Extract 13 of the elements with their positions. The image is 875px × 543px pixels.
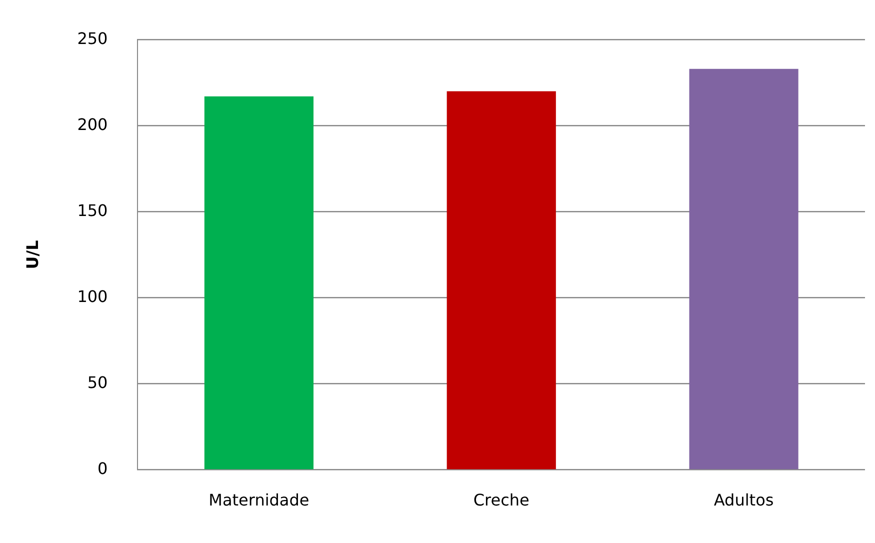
y-axis-title: U/L bbox=[22, 240, 42, 270]
y-tick-label: 0 bbox=[98, 458, 108, 478]
y-tick-label: 250 bbox=[77, 28, 108, 48]
x-tick-label: Adultos bbox=[714, 490, 774, 510]
y-tick-label: 200 bbox=[77, 114, 108, 134]
bar bbox=[446, 91, 556, 470]
x-tick-label: Creche bbox=[473, 490, 530, 510]
x-tick-label: Maternidade bbox=[208, 490, 310, 510]
bar bbox=[204, 96, 314, 470]
bar bbox=[689, 68, 798, 470]
y-tick-label: 150 bbox=[77, 200, 108, 220]
y-tick-label: 50 bbox=[87, 372, 108, 392]
y-tick-label: 100 bbox=[77, 286, 108, 306]
